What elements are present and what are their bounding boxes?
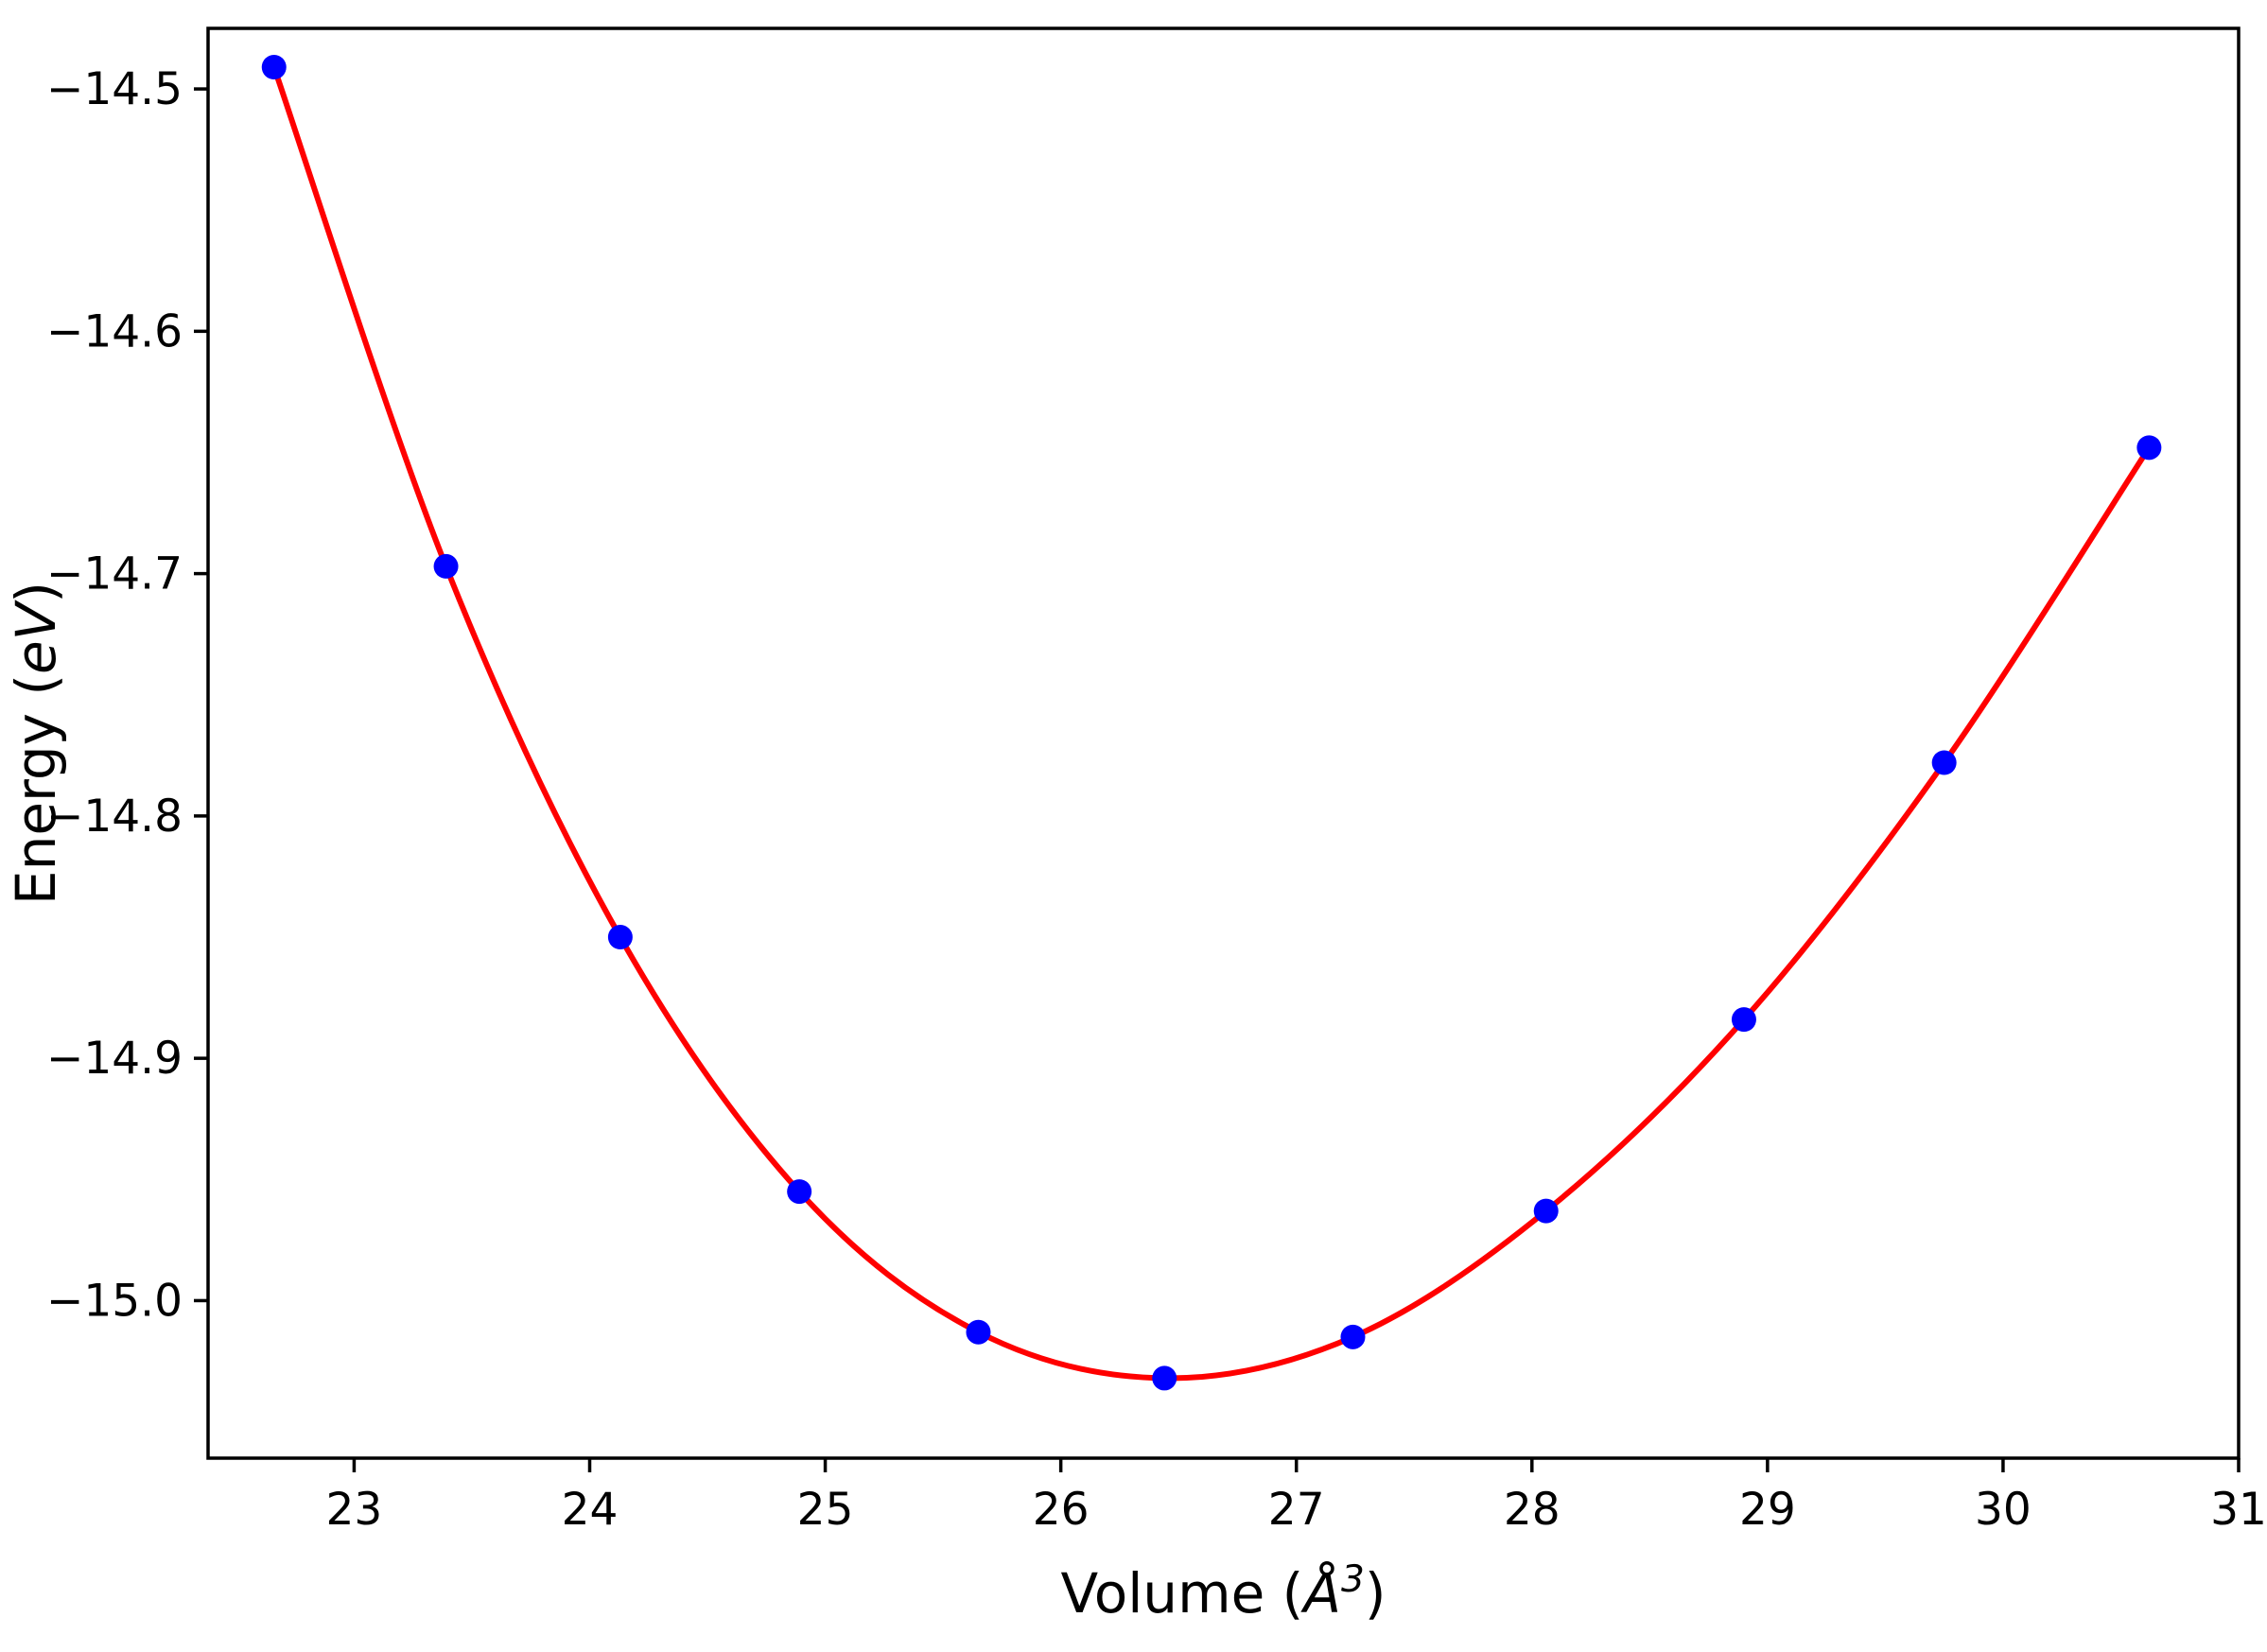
- y-axis-label: Energy (eV): [4, 582, 68, 905]
- x-tick-label: 28: [1504, 1484, 1561, 1536]
- plot-frame: [206, 26, 2241, 1460]
- data-point: [1152, 1365, 1177, 1391]
- y-tick-label: −14.7: [46, 548, 183, 600]
- x-axis-label: Volume (Å3): [1061, 1558, 1386, 1626]
- y-tick-label: −14.6: [46, 305, 183, 357]
- y-tick-label: −15.0: [46, 1275, 183, 1327]
- data-point: [787, 1179, 812, 1205]
- data-point: [607, 925, 633, 950]
- x-tick-label: 26: [1033, 1484, 1090, 1536]
- data-point: [1533, 1198, 1559, 1224]
- x-tick-label: 23: [326, 1484, 383, 1536]
- x-tick-label: 31: [2210, 1484, 2267, 1536]
- data-point: [261, 55, 287, 80]
- x-tick-label: 27: [1268, 1484, 1325, 1536]
- x-tick-label: 25: [797, 1484, 854, 1536]
- y-tick-label: −14.9: [46, 1033, 183, 1085]
- data-point: [1340, 1324, 1366, 1349]
- y-tick-label: −14.8: [46, 791, 183, 843]
- data-point: [433, 553, 459, 579]
- data-point: [1731, 1007, 1756, 1033]
- data-point: [1931, 750, 1957, 775]
- fit-line: [270, 64, 2153, 1382]
- x-tick-label: 24: [562, 1484, 619, 1536]
- x-tick-label: 30: [1975, 1484, 2032, 1536]
- data-point: [966, 1319, 991, 1345]
- data-point: [2136, 435, 2162, 461]
- x-tick-label: 29: [1739, 1484, 1796, 1536]
- y-tick-label: −14.5: [46, 63, 183, 115]
